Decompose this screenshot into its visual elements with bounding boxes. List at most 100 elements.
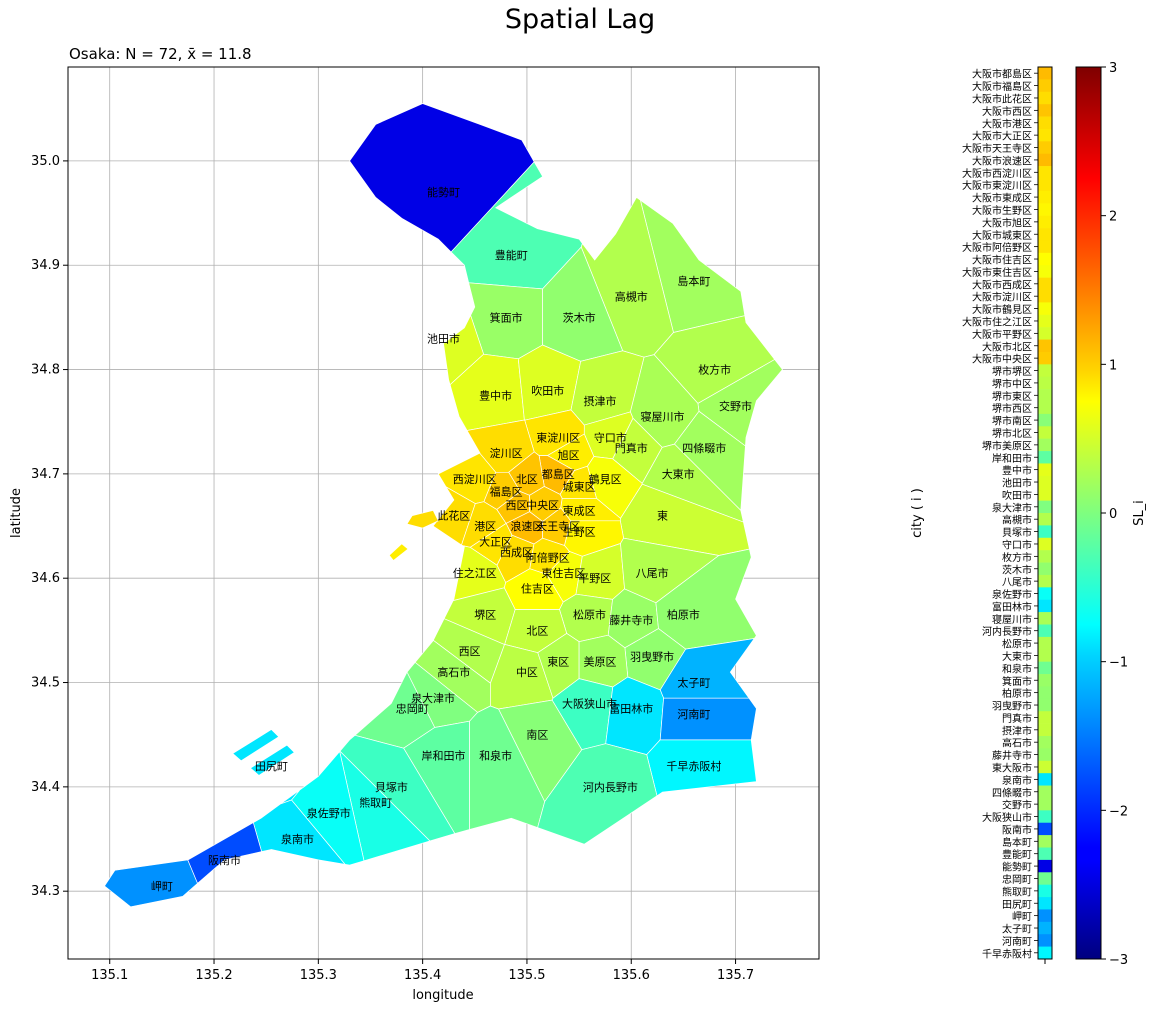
- city-label: 東区: [547, 656, 569, 669]
- strip-cell: [1038, 463, 1052, 477]
- strip-cell: [1038, 401, 1052, 415]
- strip-city-label: 阪南市: [1002, 823, 1032, 836]
- chart-subtitle: Osaka: N = 72, x̄ = 11.8: [69, 45, 252, 63]
- city-label: 岬町: [151, 880, 173, 893]
- city-label: 平野区: [578, 572, 611, 585]
- strip-cell: [1038, 116, 1052, 130]
- strip-city-label: 大阪市港区: [982, 117, 1032, 130]
- city-label: 阿倍野区: [526, 550, 570, 564]
- colorbar-tick-label: 3: [1109, 61, 1117, 76]
- strip-cell: [1038, 574, 1052, 588]
- strip-city-label: 岬町: [1012, 911, 1032, 923]
- region-富田林市: [605, 676, 664, 755]
- strip-cell: [1038, 562, 1052, 576]
- strip-cell: [1038, 364, 1052, 378]
- region-岬町: [104, 859, 198, 908]
- strip-cell: [1038, 550, 1052, 563]
- colorbar-tick-label: −2: [1109, 804, 1128, 819]
- strip-cell: [1038, 513, 1052, 526]
- y-tick-label: 34.3: [31, 884, 60, 899]
- city-label: 松原市: [573, 608, 606, 622]
- city-label: 東住吉区: [541, 566, 585, 580]
- strip-cell: [1038, 872, 1052, 885]
- strip-city-label: 大阪市福島区: [972, 80, 1032, 93]
- city-label: 西淀川区: [453, 472, 497, 486]
- city-label: 八尾市: [636, 566, 669, 580]
- strip-cell: [1038, 797, 1052, 811]
- strip-cell: [1038, 228, 1052, 241]
- strip-city-label: 大阪市西淀川区: [962, 167, 1032, 180]
- city-label: 島本町: [677, 274, 710, 288]
- city-label: 西区: [459, 645, 481, 658]
- strip-city-label: 堺市中区: [992, 377, 1032, 390]
- city-label: 河南町: [677, 708, 710, 721]
- strip-cell: [1038, 104, 1052, 117]
- city-label: 都島区: [542, 467, 575, 481]
- strip-cell: [1038, 166, 1052, 179]
- x-tick-label: 135.5: [508, 968, 545, 983]
- strip-city-label: 摂津市: [1002, 724, 1032, 737]
- strip-cell: [1038, 190, 1052, 204]
- city-label: 河内長野市: [583, 780, 638, 794]
- region-island-maishima: [406, 509, 439, 529]
- strip-cell: [1038, 686, 1052, 700]
- map-x-ticks: 135.1 135.2 135.3 135.4 135.5 135.6 135.7: [91, 959, 754, 983]
- strip-city-label: 羽曳野市: [992, 700, 1032, 713]
- city-label: 交野市: [719, 399, 752, 413]
- strip-cell: [1038, 698, 1052, 712]
- map-frame: [67, 66, 820, 960]
- x-tick-label: 135.2: [195, 968, 232, 983]
- y-tick-label: 34.4: [31, 780, 60, 795]
- city-label: 羽曳野市: [630, 649, 674, 663]
- strip-cell: [1038, 909, 1052, 923]
- strip-cell: [1038, 79, 1052, 93]
- region-island-yumeshima: [388, 543, 409, 561]
- strip-city-label: 大東市: [1002, 650, 1032, 663]
- strip-cell: [1038, 847, 1052, 861]
- y-tick-label: 35.0: [31, 154, 60, 169]
- city-label: 福島区: [490, 485, 523, 499]
- colorbar-tick-label: −1: [1109, 656, 1128, 671]
- y-tick-label: 34.7: [31, 467, 60, 482]
- strip-city-label: 高槻市: [1002, 514, 1032, 527]
- y-tick-label: 34.6: [31, 571, 60, 586]
- strip-cell: [1038, 711, 1052, 724]
- x-tick-label: 135.6: [613, 968, 650, 983]
- strip-city-label: 大阪市北区: [982, 340, 1032, 353]
- strip-city-label: 堺市西区: [992, 402, 1032, 415]
- region-河内長野市: [537, 743, 658, 845]
- city-label: 千早赤阪村: [666, 759, 721, 773]
- strip-cell: [1038, 810, 1052, 824]
- strip-city-label: 大阪市東淀川区: [962, 179, 1032, 192]
- map-y-ticks: 34.3 34.4 34.5 34.6 34.7 34.8 34.9 35.0: [31, 154, 68, 899]
- strip-city-label: 貝塚市: [1002, 526, 1032, 539]
- strip-city-label: 堺市東区: [992, 390, 1032, 403]
- city-label: 門真市: [615, 441, 648, 455]
- strip-cell: [1038, 760, 1052, 774]
- strip-cell: [1038, 376, 1052, 390]
- colorbar-label: SL_i: [1132, 500, 1147, 526]
- strip-city-label: 島本町: [1002, 836, 1032, 849]
- strip-city-label: 河内長野市: [982, 625, 1032, 638]
- strip-city-label: 寝屋川市: [992, 613, 1032, 626]
- city-label: 太子町: [677, 677, 710, 690]
- city-label: 住吉区: [521, 582, 554, 596]
- city-label: 熊取町: [359, 796, 392, 810]
- city-label: 大東市: [662, 467, 695, 481]
- strip-cell: [1038, 153, 1052, 167]
- strip-city-label: 大阪市平野区: [972, 328, 1032, 341]
- strip-city-label: 大阪市此花区: [972, 92, 1032, 105]
- strip-cell: [1038, 599, 1052, 613]
- strip-cell: [1038, 302, 1052, 316]
- city-label: 泉大津市: [411, 691, 455, 705]
- strip-city-label: 堺市美原区: [982, 439, 1032, 452]
- strip-cell: [1038, 884, 1052, 898]
- region-和泉市: [469, 705, 546, 830]
- strip-cell: [1038, 91, 1052, 105]
- strip-cell: [1038, 178, 1052, 192]
- strip-city-label: 豊能町: [1002, 848, 1032, 861]
- city-label: 池田市: [427, 331, 460, 345]
- strip-city-label: 大阪市浪速区: [972, 154, 1032, 167]
- city-label: 能勢町: [427, 185, 460, 199]
- strip-cell: [1038, 500, 1052, 514]
